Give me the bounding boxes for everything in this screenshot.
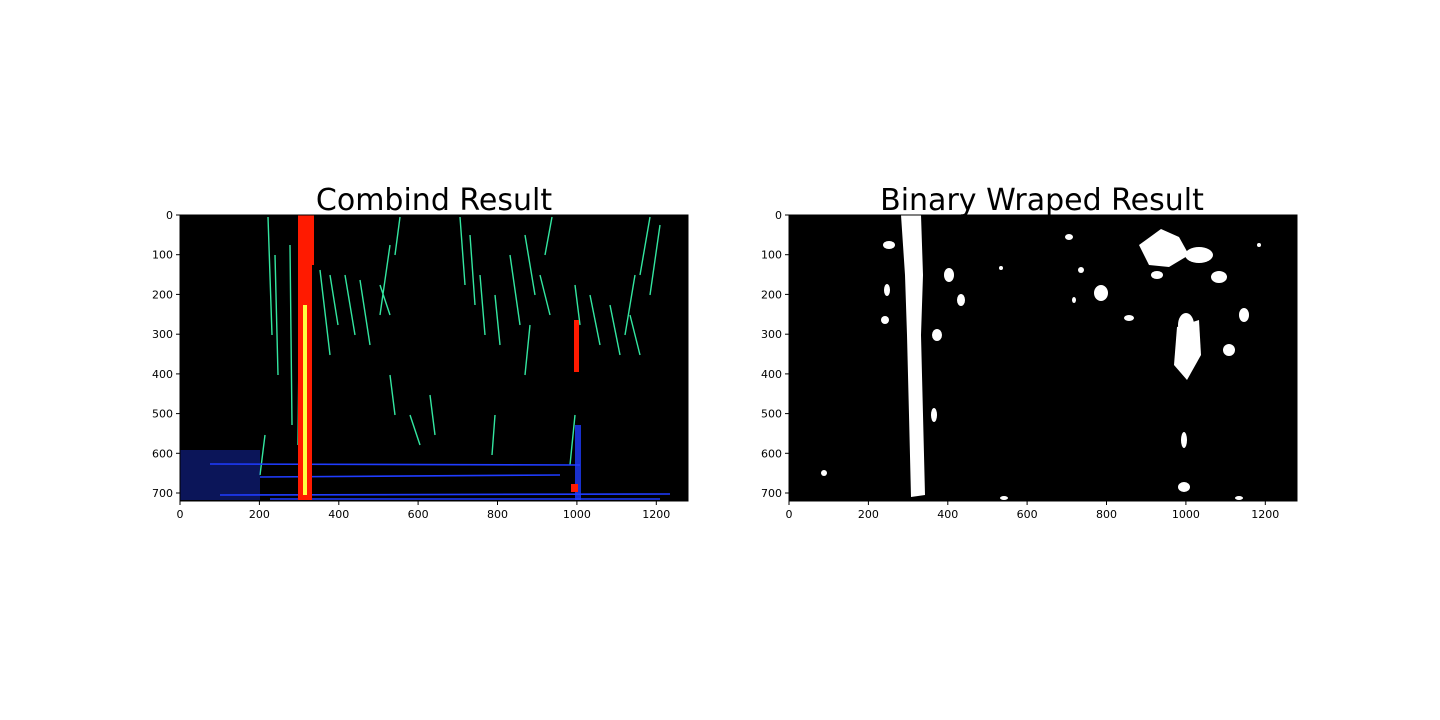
combined-image-background (180, 215, 688, 501)
binary-panel: 0 200 400 600 800 1000 1200 0 100 200 30… (761, 209, 1298, 521)
combined-ytick-300: 300 (152, 328, 173, 341)
combined-xtick-800: 800 (487, 508, 508, 521)
combined-x-axis: 0 200 400 600 800 1000 1200 (177, 501, 670, 521)
binary-ytick-200: 200 (761, 288, 782, 301)
combined-xtick-1200: 1200 (642, 508, 670, 521)
binary-xtick-800: 800 (1096, 508, 1117, 521)
binary-ytick-700: 700 (761, 487, 782, 500)
binary-xtick-400: 400 (937, 508, 958, 521)
binary-ytick-0: 0 (775, 209, 782, 222)
binary-axes-frame (788, 214, 1298, 502)
combined-panel: 0 200 400 600 800 1000 1200 0 100 200 30… (152, 209, 689, 521)
binary-y-axis: 0 100 200 300 400 500 600 700 (761, 209, 789, 500)
binary-xtick-200: 200 (858, 508, 879, 521)
combined-ytick-100: 100 (152, 249, 173, 262)
binary-xtick-600: 600 (1017, 508, 1038, 521)
combined-xtick-0: 0 (177, 508, 184, 521)
binary-lane-mask (821, 215, 1261, 500)
combined-lane-image (180, 215, 671, 500)
binary-xtick-1000: 1000 (1172, 508, 1200, 521)
combined-ytick-500: 500 (152, 408, 173, 421)
combined-panel-title: Combind Result (315, 183, 553, 218)
binary-ytick-300: 300 (761, 328, 782, 341)
binary-ytick-500: 500 (761, 408, 782, 421)
combined-xtick-1000: 1000 (563, 508, 591, 521)
binary-ytick-100: 100 (761, 249, 782, 262)
combined-ytick-400: 400 (152, 368, 173, 381)
binary-xtick-0: 0 (786, 508, 793, 521)
combined-ytick-700: 700 (152, 487, 173, 500)
binary-xtick-1200: 1200 (1251, 508, 1279, 521)
binary-panel-title: Binary Wraped Result (880, 183, 1204, 218)
binary-ytick-400: 400 (761, 368, 782, 381)
combined-axes-frame (179, 214, 689, 502)
combined-ytick-600: 600 (152, 447, 173, 460)
combined-ytick-0: 0 (166, 209, 173, 222)
combined-ytick-200: 200 (152, 288, 173, 301)
combined-xtick-200: 200 (249, 508, 270, 521)
combined-xtick-600: 600 (408, 508, 429, 521)
binary-x-axis: 0 200 400 600 800 1000 1200 (786, 501, 1279, 521)
combined-xtick-400: 400 (328, 508, 349, 521)
binary-image-background (789, 215, 1297, 501)
binary-ytick-600: 600 (761, 447, 782, 460)
combined-y-axis: 0 100 200 300 400 500 600 700 (152, 209, 180, 500)
